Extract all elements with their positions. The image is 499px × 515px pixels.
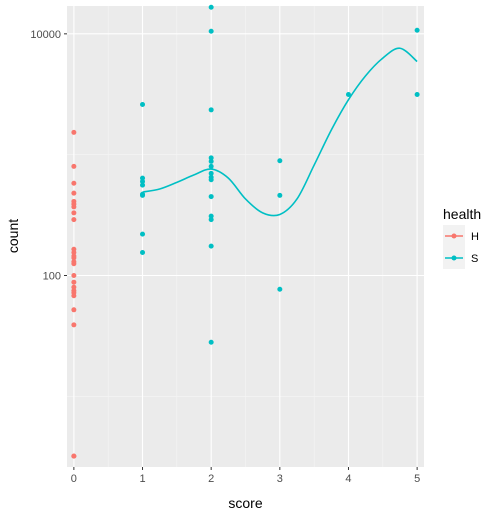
legend-title: health (443, 206, 481, 222)
data-point-s (140, 102, 146, 108)
data-point-s (345, 91, 351, 97)
data-point-s (208, 243, 214, 249)
smooth-lines (142, 47, 418, 217)
legend-entry-s: S (443, 247, 478, 269)
data-point-s (140, 192, 146, 198)
smooth-line-s (142, 47, 418, 217)
data-point-s (140, 249, 146, 255)
data-point-h (71, 293, 77, 299)
data-point-h (71, 255, 77, 261)
data-point-h (71, 163, 77, 169)
data-point-h (71, 204, 77, 210)
legend-entries: HS (443, 225, 479, 269)
data-point-s (414, 27, 420, 33)
x-tick-label: 2 (208, 473, 214, 485)
data-point-s (277, 286, 283, 292)
y-axis-title: count (5, 219, 21, 253)
legend: health HS (443, 206, 481, 269)
data-point-h (71, 322, 77, 328)
data-point-h (71, 249, 77, 255)
legend-key-point (451, 233, 457, 239)
data-point-h (71, 279, 77, 285)
data-point-s (208, 213, 214, 219)
data-point-h (71, 307, 77, 313)
legend-key-point (451, 255, 457, 261)
data-point-h (71, 210, 77, 216)
x-tick-label: 3 (277, 473, 283, 485)
data-point-s (140, 231, 146, 237)
data-point-h (71, 217, 77, 223)
data-point-h (71, 180, 77, 186)
data-point-s (277, 158, 283, 164)
data-point-h (71, 272, 77, 278)
data-point-s (208, 194, 214, 200)
y-axis-ticks: 100 10000 (30, 29, 67, 282)
data-point-s (208, 28, 214, 34)
data-point-h (71, 261, 77, 267)
y-tick-label: 10000 (30, 29, 61, 41)
data-point-s (208, 217, 214, 223)
data-point-s (208, 170, 214, 176)
data-point-s (208, 107, 214, 113)
minor-grid (67, 6, 424, 467)
y-tick-label: 100 (43, 270, 61, 282)
data-point-h (71, 129, 77, 135)
x-tick-label: 0 (71, 473, 77, 485)
data-point-s (208, 155, 214, 161)
major-grid (67, 6, 424, 467)
data-point-s (208, 4, 214, 10)
data-points (71, 4, 420, 459)
data-point-h (71, 190, 77, 196)
data-point-s (208, 177, 214, 183)
data-point-s (414, 91, 420, 97)
data-point-s (208, 158, 214, 164)
x-axis-ticks: 0 1 2 3 4 5 (71, 467, 420, 485)
data-point-h (71, 453, 77, 459)
legend-label: S (471, 253, 478, 265)
data-point-s (140, 182, 146, 188)
x-tick-label: 1 (139, 473, 145, 485)
data-point-s (208, 339, 214, 345)
legend-entry-h: H (443, 225, 479, 247)
data-point-s (208, 163, 214, 169)
legend-label: H (471, 231, 479, 243)
x-axis-title: score (228, 495, 262, 511)
data-point-s (277, 192, 283, 198)
x-tick-label: 4 (345, 473, 351, 485)
data-point-s (140, 178, 146, 184)
x-tick-label: 5 (414, 473, 420, 485)
